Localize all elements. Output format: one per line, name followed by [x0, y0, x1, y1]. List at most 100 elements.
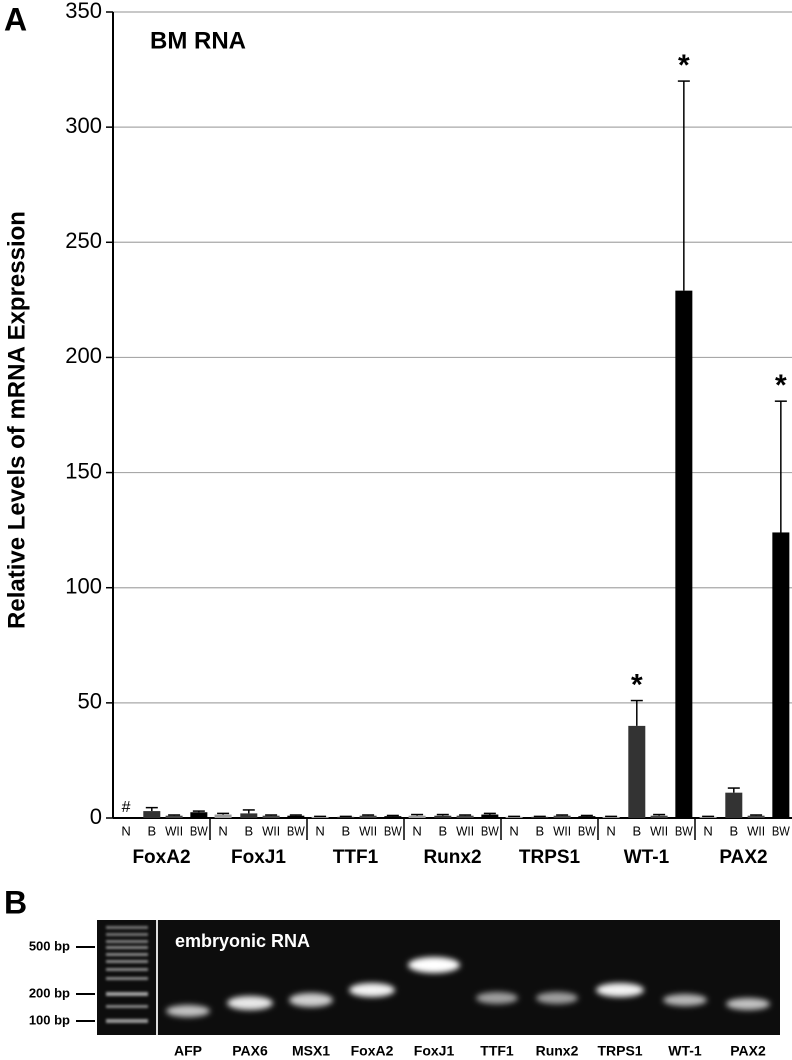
x-tick-label: WT-1	[624, 847, 670, 868]
series-label: N	[509, 823, 518, 838]
bar	[165, 815, 183, 818]
bar	[725, 792, 743, 818]
bar	[143, 811, 161, 818]
bar	[240, 813, 258, 818]
x-tick-label: TRPS1	[519, 847, 581, 868]
bar	[772, 532, 790, 818]
ladder	[106, 926, 148, 1023]
lane-label: MSX1	[292, 1043, 330, 1059]
lane-label: FoxA2	[351, 1043, 394, 1059]
y-tick-label: 300	[65, 113, 102, 138]
series-label: B	[341, 823, 350, 838]
lane-label: WT-1	[668, 1043, 702, 1059]
x-tick-label: TTF1	[333, 847, 379, 868]
series-label: BW	[481, 823, 500, 838]
bar	[602, 816, 620, 818]
gel-image: embryonic RNA	[97, 920, 780, 1035]
series-label: WII	[650, 823, 668, 838]
series-label: WII	[747, 823, 765, 838]
bar	[337, 816, 355, 818]
annotation: *	[678, 49, 690, 82]
bar	[287, 815, 305, 818]
marker-label: 500 bp	[29, 938, 70, 953]
bar	[481, 814, 499, 818]
lane-label: PAX2	[730, 1043, 766, 1059]
x-tick-label: Runx2	[423, 847, 481, 868]
y-tick-label: 100	[65, 574, 102, 599]
lane-label: AFP	[174, 1043, 202, 1059]
y-tick-label: 0	[90, 804, 102, 829]
series-label: BW	[190, 823, 209, 838]
bar	[359, 815, 377, 818]
series-label: WII	[165, 823, 183, 838]
marker-label: 100 bp	[29, 1012, 70, 1027]
annotation: *	[775, 369, 787, 402]
bar	[190, 812, 208, 818]
series-label: N	[412, 823, 421, 838]
lane-label: Runx2	[536, 1043, 579, 1059]
series-label: N	[703, 823, 712, 838]
series-label: B	[632, 823, 641, 838]
series-label: WII	[262, 823, 280, 838]
bar	[699, 816, 717, 818]
bands	[166, 957, 770, 1017]
panel-label: B	[4, 884, 27, 920]
series-label: B	[147, 823, 156, 838]
series-label: N	[218, 823, 227, 838]
y-tick-label: 200	[65, 343, 102, 368]
bar	[650, 815, 668, 818]
y-tick-label: 350	[65, 0, 102, 23]
lane-label: TTF1	[480, 1043, 514, 1059]
marker-ticks	[76, 946, 95, 1022]
lane-label: TRPS1	[597, 1043, 642, 1059]
series-label: B	[244, 823, 253, 838]
series-label: WII	[553, 823, 571, 838]
series-label: WII	[359, 823, 377, 838]
lane-label: FoxJ1	[414, 1043, 455, 1059]
bar	[262, 815, 280, 818]
y-tick-label: 250	[65, 228, 102, 253]
marker-label: 200 bp	[29, 985, 70, 1000]
bar	[408, 815, 426, 818]
annotation: #	[122, 799, 131, 816]
x-tick-label: FoxJ1	[231, 847, 286, 868]
bar	[531, 816, 549, 818]
series-label: WII	[456, 823, 474, 838]
y-tick-label: 150	[65, 458, 102, 483]
series-label: B	[438, 823, 447, 838]
bar	[553, 815, 571, 818]
bar	[628, 725, 646, 818]
y-axis-label: Relative Levels of mRNA Expression	[3, 211, 30, 629]
bar	[505, 816, 523, 818]
gel-title: embryonic RNA	[175, 931, 310, 951]
series-label: N	[315, 823, 324, 838]
bar	[311, 816, 329, 818]
series-label: B	[729, 823, 738, 838]
series-label: BW	[384, 823, 403, 838]
bar	[747, 815, 765, 818]
y-tick-label: 50	[78, 689, 102, 714]
series-label: BW	[287, 823, 306, 838]
lane-label: PAX6	[232, 1043, 268, 1059]
bar	[578, 816, 596, 818]
series-label: BW	[772, 823, 791, 838]
x-tick-label: PAX2	[719, 847, 767, 868]
bar	[675, 290, 693, 818]
lane-labels: AFP PAX6 MSX1 FoxA2 FoxJ1 TTF1 Runx2 TRP…	[174, 1043, 766, 1059]
series-label: N	[606, 823, 615, 838]
series-label: B	[535, 823, 544, 838]
bar	[456, 815, 474, 818]
bar	[384, 816, 402, 818]
series-label: BW	[578, 823, 597, 838]
x-tick-label: FoxA2	[132, 847, 190, 868]
series-label: BW	[675, 823, 694, 838]
chart-title: BM RNA	[150, 27, 246, 54]
gel-background	[97, 920, 780, 1035]
bar	[214, 814, 232, 818]
series-label: N	[121, 823, 130, 838]
bar	[434, 815, 452, 818]
annotation: *	[631, 668, 643, 701]
panel-label: A	[4, 1, 27, 37]
